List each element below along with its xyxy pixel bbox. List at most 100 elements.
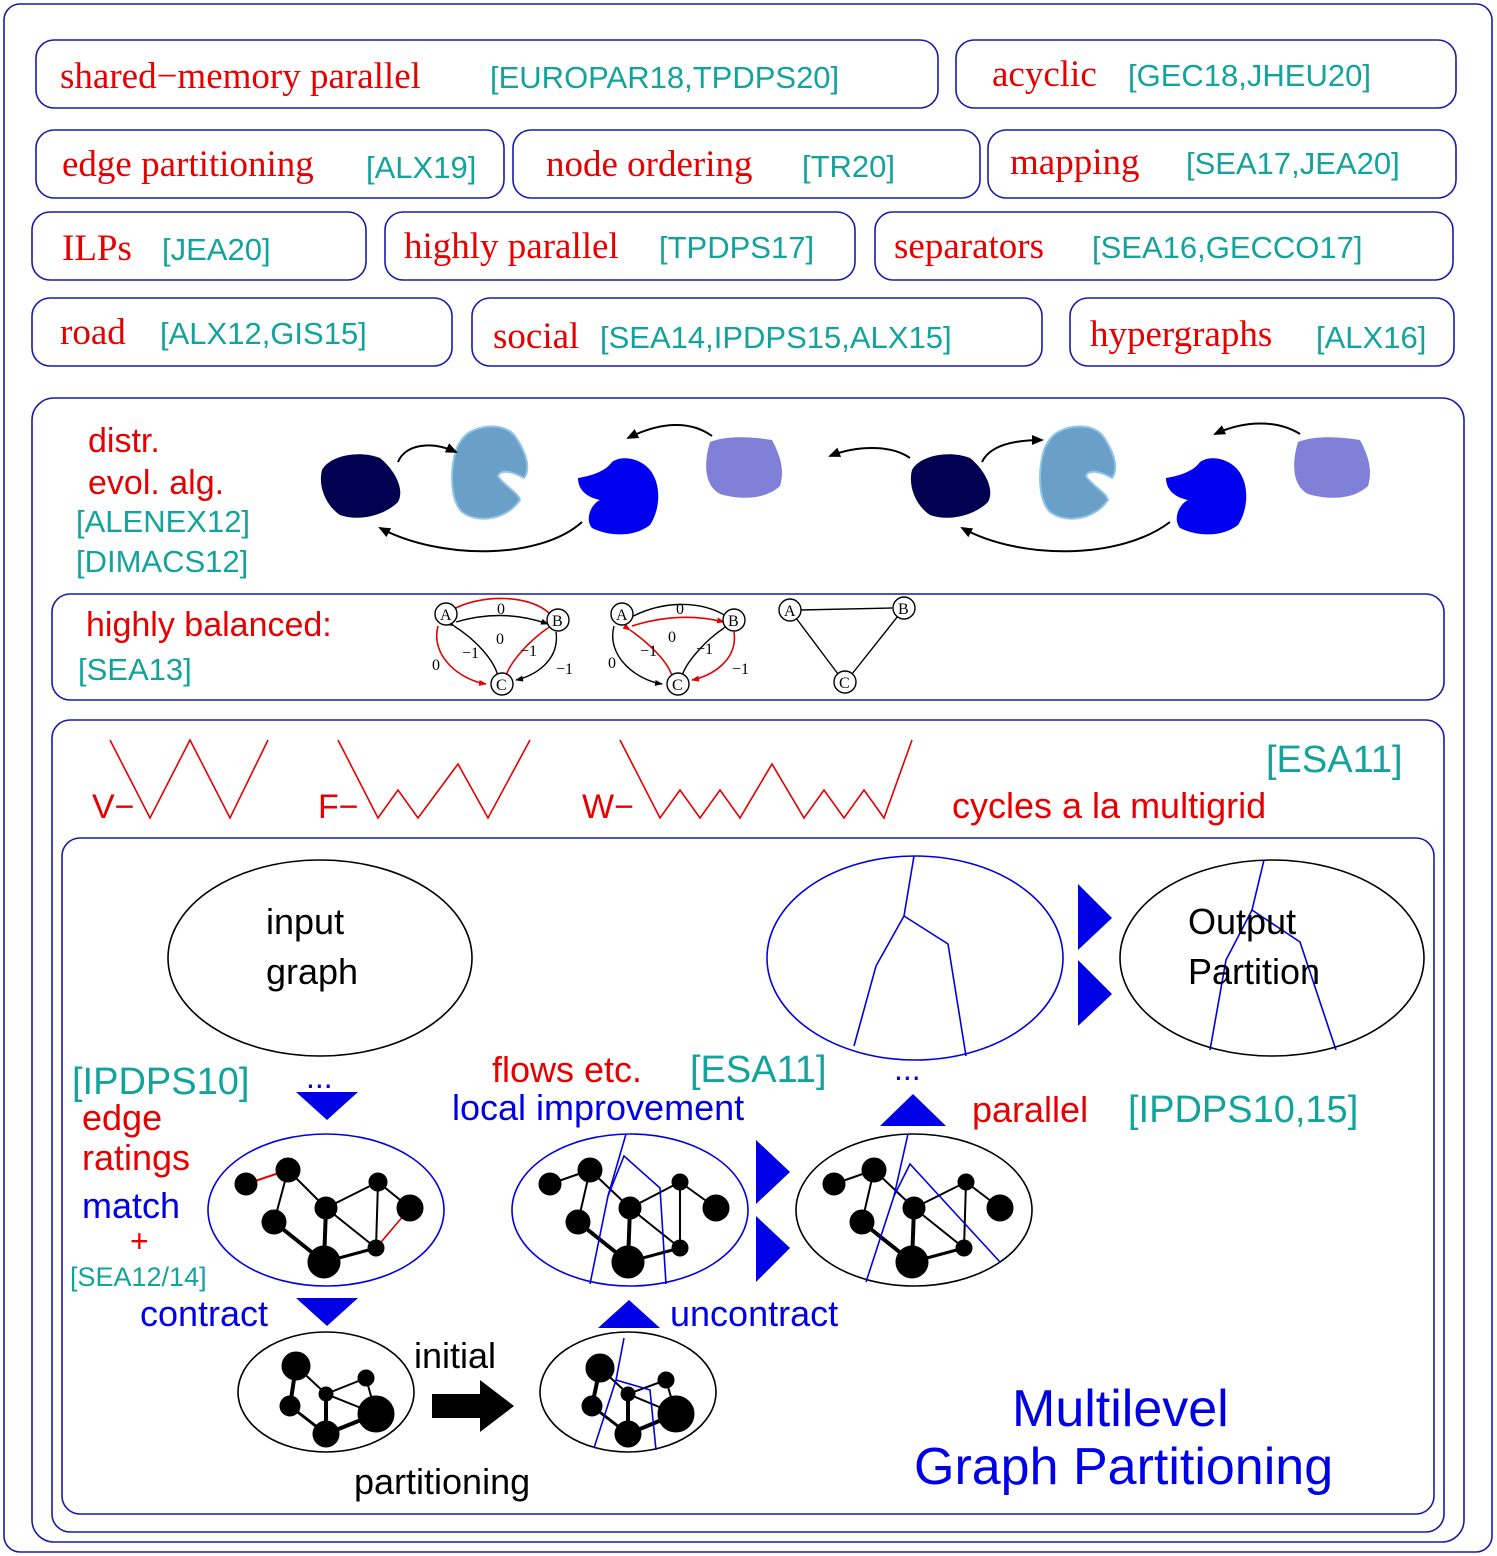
balanced-label: highly balanced: bbox=[86, 606, 332, 644]
contract-arrow bbox=[296, 1298, 358, 1326]
topic-box-mapping bbox=[987, 129, 1457, 199]
topic-boxes bbox=[31, 39, 1457, 367]
refine-arrow bbox=[756, 1216, 790, 1282]
population-blob-blue bbox=[1166, 458, 1247, 535]
multilevel-box bbox=[61, 837, 1435, 1515]
topic-refs: [GEC18,JHEU20] bbox=[1128, 58, 1371, 93]
balanced-graph-2: A B C 0 0 −1 −1 0 −1 bbox=[608, 601, 749, 696]
topic-refs: [SEA17,JEA20] bbox=[1186, 146, 1400, 181]
uncontract-arrow bbox=[598, 1300, 660, 1328]
parallel-label: parallel bbox=[972, 1089, 1088, 1130]
partition-boundary bbox=[615, 1379, 657, 1451]
topic-refs: [SEA14,IPDPS15,ALX15] bbox=[600, 320, 952, 355]
graph-node-label: C bbox=[672, 677, 683, 694]
topic-box-highly-parallel bbox=[384, 211, 856, 281]
evol-label: distr. bbox=[88, 422, 160, 460]
edge-ratings-label: ratings bbox=[82, 1137, 190, 1178]
topic-box-shared-memory bbox=[35, 39, 939, 109]
input-graph-label: input bbox=[266, 901, 344, 942]
topic-refs: [TPDPS17] bbox=[659, 230, 814, 265]
topic-name: separators bbox=[894, 226, 1044, 267]
diagram-title: Multilevel bbox=[1012, 1380, 1229, 1438]
plus-label: + bbox=[130, 1223, 149, 1259]
graph-node-label: B bbox=[552, 613, 563, 630]
dots-right: ... bbox=[894, 1051, 921, 1087]
refine-arrow bbox=[756, 1140, 790, 1204]
population-blob-steel bbox=[1039, 425, 1117, 520]
topic-name: shared−memory parallel bbox=[60, 56, 421, 97]
topic-refs: [EUROPAR18,TPDPS20] bbox=[490, 60, 839, 95]
v-cycle-line bbox=[109, 738, 269, 820]
graph-node-label: B bbox=[898, 601, 909, 618]
balanced-graph-1: A B C 0 0 −1 −1 0 −1 bbox=[432, 597, 573, 696]
output-arrow bbox=[1078, 960, 1112, 1026]
topic-refs: [ALX19] bbox=[366, 150, 476, 185]
cycles-caption: cycles a la multigrid bbox=[952, 785, 1266, 826]
flows-label: flows etc. bbox=[492, 1049, 642, 1090]
migration-arrow bbox=[981, 435, 1044, 463]
partitioned-coarsest-ellipse bbox=[539, 1331, 717, 1453]
topic-texts: shared−memory parallel [EUROPAR18,TPDPS2… bbox=[60, 54, 1426, 357]
population-blob-blue bbox=[578, 458, 659, 535]
topic-name: edge partitioning bbox=[62, 144, 314, 185]
contract-label: contract bbox=[140, 1293, 268, 1334]
topic-name: road bbox=[60, 312, 126, 353]
coarsest-graph-ellipse bbox=[237, 1331, 415, 1453]
input-graph-label: graph bbox=[266, 951, 358, 992]
topic-refs: [ALX16] bbox=[1316, 320, 1426, 355]
cycles-box bbox=[51, 719, 1445, 1533]
topic-name: mapping bbox=[1010, 142, 1139, 183]
cycles-v: V− bbox=[92, 788, 135, 826]
graph-node-label: A bbox=[616, 607, 628, 624]
balanced-graph-3: A B C bbox=[778, 596, 916, 694]
population-blob-lavender bbox=[706, 437, 783, 498]
topic-name: highly parallel bbox=[404, 226, 619, 267]
refining-graph bbox=[538, 1157, 730, 1279]
edge-weight-label: −1 bbox=[696, 641, 713, 658]
partitioned-coarsest-graph bbox=[581, 1353, 695, 1448]
ref-ipdps1015: [IPDPS10,15] bbox=[1128, 1089, 1358, 1131]
evol-label: evol. alg. bbox=[88, 464, 224, 502]
migration-arrow bbox=[378, 521, 583, 553]
graph-node-label: B bbox=[728, 613, 739, 630]
matched-graph-ellipse bbox=[207, 1133, 445, 1287]
partition-boundary bbox=[903, 915, 967, 1057]
edge-weight-label: 0 bbox=[668, 629, 676, 646]
topic-box-ilps bbox=[31, 211, 367, 281]
topic-refs: [SEA16,GECCO17] bbox=[1092, 230, 1363, 265]
balanced-ref: [SEA13] bbox=[78, 652, 192, 687]
output-partition-ellipse bbox=[1119, 859, 1425, 1057]
edge-weight-label: 0 bbox=[676, 601, 684, 618]
partition-boundary bbox=[853, 855, 915, 1047]
output-partition-label: Output bbox=[1188, 901, 1296, 942]
topic-box-acyclic bbox=[955, 39, 1457, 109]
output-partition-label: Partition bbox=[1188, 951, 1320, 992]
edge-weight-label: 0 bbox=[497, 601, 505, 618]
migration-arrow bbox=[1213, 422, 1301, 435]
population-blob-dark bbox=[320, 454, 401, 518]
evol-ref: [DIMACS12] bbox=[76, 544, 248, 579]
uncontract-label: uncontract bbox=[670, 1293, 838, 1334]
edge-weight-label: −1 bbox=[462, 645, 479, 662]
refined-graph-ellipse bbox=[795, 1133, 1033, 1287]
partition-boundary bbox=[1209, 859, 1265, 1051]
cycles-f: F− bbox=[318, 788, 359, 826]
edge-weight-label: −1 bbox=[520, 643, 537, 660]
partition-boundary bbox=[607, 1154, 667, 1285]
diagram-title: Graph Partitioning bbox=[914, 1438, 1333, 1496]
outer-frame bbox=[3, 3, 1493, 1553]
ref-ipdps10: [IPDPS10] bbox=[72, 1061, 249, 1103]
main-panel bbox=[31, 397, 1465, 1543]
topic-box-social bbox=[471, 297, 1043, 367]
topic-name: acyclic bbox=[992, 54, 1097, 95]
balanced-box bbox=[51, 593, 1445, 701]
topic-refs: [TR20] bbox=[802, 149, 895, 184]
topic-box-road bbox=[31, 297, 453, 367]
uncoarsen-arrow bbox=[880, 1094, 946, 1126]
local-improvement-label: local improvement bbox=[452, 1087, 744, 1128]
f-cycle-line bbox=[337, 739, 531, 820]
population-blob-lavender bbox=[1294, 437, 1371, 498]
edge-weight-label: 0 bbox=[608, 655, 616, 672]
edge-weight-label: −1 bbox=[640, 643, 657, 660]
output-arrow bbox=[1078, 884, 1112, 950]
